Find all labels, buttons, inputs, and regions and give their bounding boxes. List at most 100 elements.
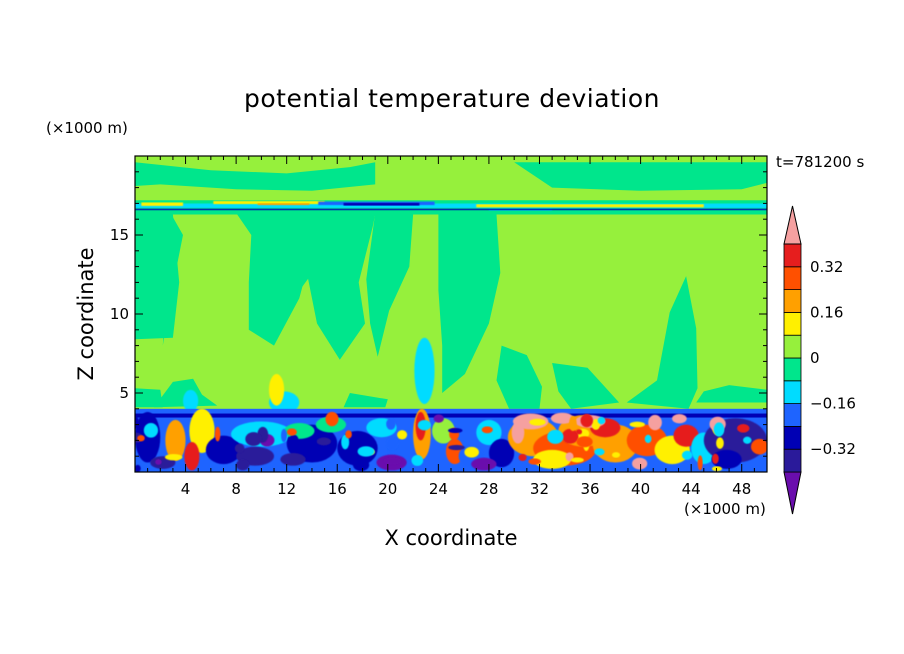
colorbar-bin [783,357,802,382]
warm-cloud-top [511,421,525,444]
contour-region [263,214,317,330]
tropopause-band [343,202,420,206]
eddy-cell [417,419,431,431]
contour-region [366,212,414,357]
x-tick-label: 4 [181,480,191,498]
eddy-cell [135,464,141,472]
eddy-cell [672,413,687,424]
eddy-cell [580,413,594,428]
boundary-layer-cell [488,438,515,468]
colorbar-tick-label: 0 [810,349,820,367]
colorbar-bin [783,266,802,290]
boundary-layer-cell [432,418,455,444]
eddy-cell [164,453,183,461]
colorbar-bin [783,334,802,359]
eddy-cell [518,453,527,462]
eddy-cell [547,429,564,444]
eddy-cell [234,443,245,454]
eddy-cell [143,422,159,438]
x-tick-label: 36 [580,480,599,498]
boundary-layer-cell [184,441,200,471]
eddy-cell [597,416,606,425]
eddy-cell [383,457,401,465]
contour-region [135,388,163,408]
eddy-cell [681,450,693,460]
cyan-plume [414,337,435,405]
warm-cloud-top [550,412,574,424]
x-axis-label: X coordinate [384,526,518,550]
colorbar: 0.32 0.16 0 −0.16 −0.32 [783,205,856,515]
x-tick-label: 20 [378,480,397,498]
eddy-cell [632,457,648,470]
tropopause-band [135,203,767,208]
inversion-line [135,413,767,418]
eddy-cell [711,453,719,464]
eddy-cell [713,422,725,437]
tropopause-band [141,202,184,206]
eddy-cell [286,428,297,436]
time-label: t=781200 s [776,153,865,171]
boundary-layer-cell [280,453,306,466]
boundary-layer-cell [711,449,742,469]
eddy-cell [575,429,583,435]
tropopause-band [476,204,704,208]
eddy-cell [433,414,444,423]
eddy-cell [386,437,399,451]
colorbar-bin [783,243,802,268]
eddy-cell [345,430,352,439]
contour-region [514,162,767,191]
colorbar-tick-label: 0.32 [810,258,843,276]
colorbar-tick-label: −0.16 [810,395,856,413]
eddy-cell [611,452,621,458]
colorbar-bin [783,403,802,427]
eddy-cell [750,438,767,455]
x-tick-label: 32 [530,480,549,498]
colorbar-tick-label: 0.16 [810,303,843,321]
contour-region [343,393,388,408]
eddy-cell [711,466,723,472]
colorbar-bin [783,311,802,336]
eddy-cell [737,424,750,433]
boundary-layer-cell [165,419,186,461]
colorbar-tick-label: −0.32 [810,440,856,458]
y-tick-label: 5 [119,384,129,402]
eddy-cell [448,444,465,451]
x-tick-label: 48 [732,480,751,498]
colorbar-overflow [783,205,802,245]
boundary-layer-cell [673,424,699,447]
eddy-cell [137,435,145,442]
eddy-cell [464,446,479,458]
x-tick-label: 40 [631,480,650,498]
tropopause-band [257,203,310,206]
eddy-cell [594,448,605,456]
eddy-cell [325,411,339,427]
x-tick-label: 16 [328,480,347,498]
x-axis-unit-label: (×1000 m) [684,500,766,518]
chart-title: potential temperature deviation [244,84,660,113]
contour-region [135,162,376,191]
eddy-cell [528,458,541,465]
eddy-cell [561,428,579,444]
colorbar-bin [783,425,802,450]
boundary-layer-cell [205,435,242,465]
eddy-cell [411,454,424,466]
eddy-cell [629,421,645,428]
x-tick-label: 8 [231,480,241,498]
eddy-cell [357,446,375,457]
contour-region [552,363,620,409]
eddy-cell [447,428,463,434]
heatmap-field [135,156,767,472]
eddy-cell [214,426,221,442]
x-tick-label: 12 [277,480,296,498]
eddy-cell [716,437,724,449]
eddy-cell [743,436,752,444]
contour-region [306,212,376,360]
eddy-cell [135,415,139,429]
colorbar-bin [783,289,802,313]
tropopause-band [135,208,767,211]
eddy-cell [576,436,593,448]
cyan-plume [183,389,199,412]
warm-patch [268,374,285,406]
